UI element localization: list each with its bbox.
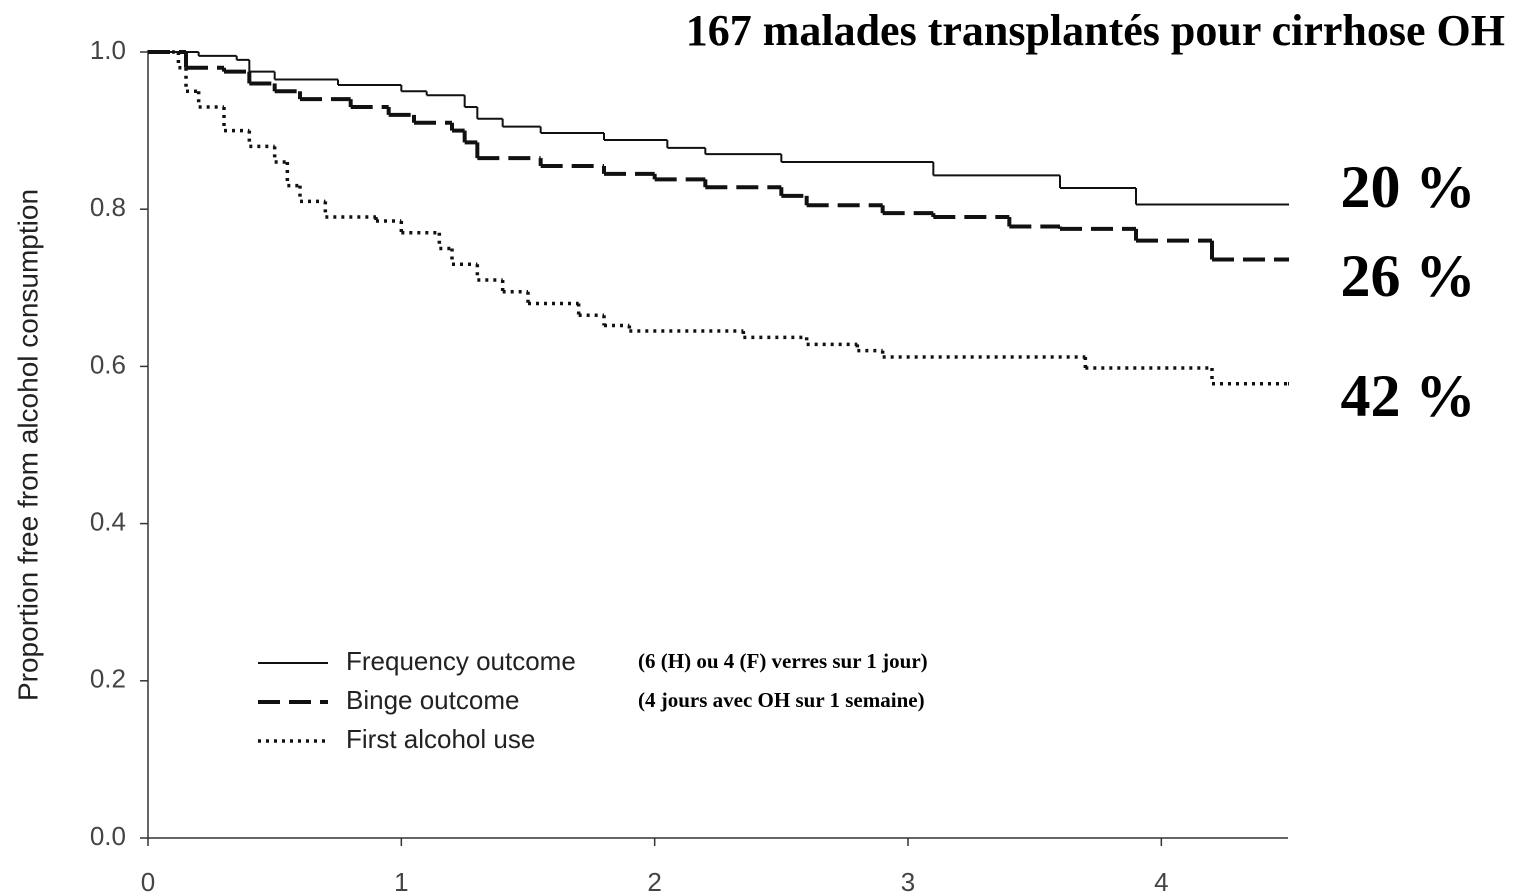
y-tick-label: 0.6 xyxy=(90,349,126,379)
legend-note: (6 (H) ou 4 (F) verres sur 1 jour) xyxy=(638,649,928,673)
y-tick-label: 1.0 xyxy=(90,35,126,65)
x-tick-label: 0 xyxy=(141,867,155,895)
annotation: 42 % xyxy=(1341,363,1476,429)
legend-label: Binge outcome xyxy=(346,685,519,715)
y-tick-label: 0.0 xyxy=(90,821,126,851)
annotation: 20 % xyxy=(1341,154,1476,220)
x-tick-label: 4 xyxy=(1154,867,1168,895)
y-tick-label: 0.2 xyxy=(90,664,126,694)
annotation: 26 % xyxy=(1341,243,1476,309)
legend-note: (4 jours avec OH sur 1 semaine) xyxy=(638,688,925,712)
y-tick-label: 0.8 xyxy=(90,192,126,222)
legend-label: First alcohol use xyxy=(346,724,535,754)
x-tick-label: 1 xyxy=(394,867,408,895)
x-tick-label: 2 xyxy=(647,867,661,895)
y-axis-label: Proportion free from alcohol consumption xyxy=(12,189,43,701)
y-tick-label: 0.4 xyxy=(90,506,126,536)
legend-label: Frequency outcome xyxy=(346,646,576,676)
chart-title: 167 malades transplantés pour cirrhose O… xyxy=(686,6,1505,55)
x-tick-label: 3 xyxy=(901,867,915,895)
